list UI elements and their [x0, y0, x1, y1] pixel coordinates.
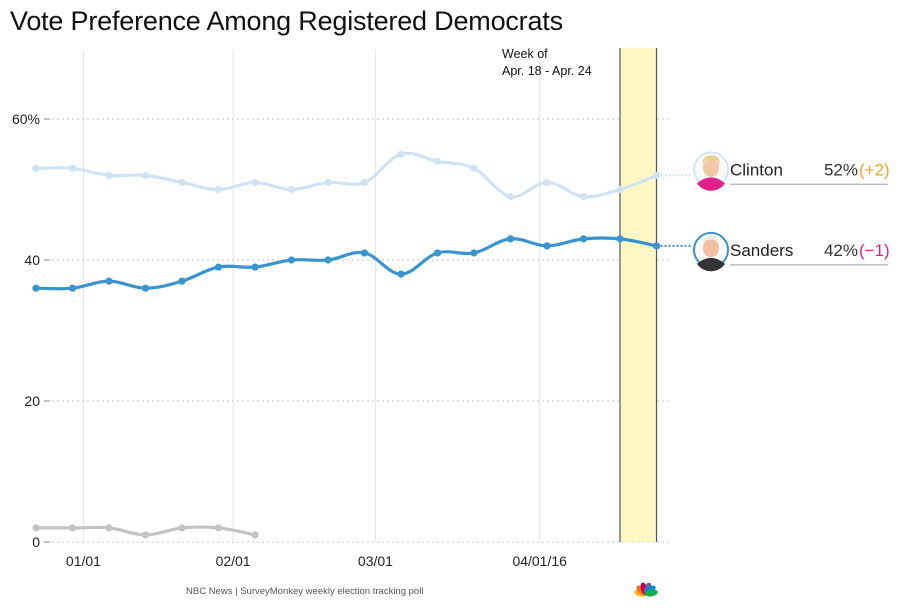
data-point — [506, 235, 515, 243]
x-tick-label: 01/01 — [66, 553, 101, 569]
data-point — [32, 284, 40, 292]
data-point — [543, 242, 551, 250]
legend-name: Sanders — [730, 241, 793, 260]
legend-value: 52% — [824, 160, 858, 179]
chart-title: Vote Preference Among Registered Democra… — [10, 6, 563, 36]
legend: Clinton 52% (+2) Sanders 42% (−1) — [656, 151, 890, 272]
data-point — [397, 270, 405, 278]
data-point — [68, 524, 77, 532]
data-point — [397, 150, 405, 158]
series-line-sanders — [34, 236, 659, 291]
data-point — [251, 531, 259, 539]
legend-change: (−1) — [859, 241, 890, 260]
highlight-label-line1: Week of — [502, 47, 548, 61]
data-point — [105, 524, 113, 532]
data-point — [105, 277, 113, 285]
avatar-hair — [702, 155, 720, 166]
data-point — [32, 164, 40, 172]
legend-value: 42% — [824, 241, 858, 260]
x-tick-label: 02/01 — [216, 553, 251, 569]
data-point — [251, 263, 259, 271]
data-point — [579, 192, 588, 201]
x-tick-label: 03/01 — [358, 553, 393, 569]
series-clinton — [32, 150, 661, 201]
y-tick-label: 20 — [24, 393, 40, 409]
data-point — [68, 284, 77, 292]
series-layer — [32, 150, 661, 539]
source-note: NBC News | SurveyMonkey weekly election … — [186, 586, 423, 597]
avatar-face — [703, 157, 719, 177]
vertical-gridlines — [82, 50, 541, 542]
data-point — [214, 524, 223, 532]
y-axis: 0 20 40 60% — [12, 111, 50, 550]
data-point — [141, 531, 150, 539]
data-point — [433, 157, 442, 165]
highlight-week-band — [620, 48, 657, 542]
highlight-label-line2: Apr. 18 - Apr. 24 — [502, 64, 592, 78]
data-point — [360, 249, 369, 257]
series-sanders — [32, 235, 661, 292]
avatar-face — [703, 238, 719, 258]
data-point — [543, 178, 551, 187]
data-point — [105, 171, 113, 179]
data-point — [360, 178, 369, 187]
data-point — [32, 524, 40, 532]
data-point — [68, 164, 77, 172]
x-tick-label: 04/01/16 — [512, 553, 567, 569]
data-point — [251, 178, 259, 187]
legend-change: (+2) — [859, 160, 890, 179]
data-point — [616, 235, 624, 243]
data-point — [287, 256, 296, 264]
data-point — [178, 178, 186, 187]
legend-item-clinton: Clinton 52% (+2) — [656, 151, 890, 191]
data-point — [470, 249, 478, 257]
data-point — [616, 185, 624, 194]
data-point — [324, 178, 332, 187]
y-tick-label: 0 — [32, 534, 40, 550]
y-tick-label: 60% — [12, 111, 40, 127]
legend-name: Clinton — [730, 160, 783, 179]
sanders-avatar — [693, 231, 729, 272]
data-point — [506, 192, 515, 201]
legend-item-sanders: Sanders 42% (−1) — [656, 231, 890, 272]
avatar-clothing — [697, 257, 725, 272]
clinton-avatar — [693, 151, 729, 191]
data-point — [433, 249, 442, 257]
series-other — [32, 524, 259, 539]
data-point — [178, 524, 186, 532]
nbc-peacock-icon — [634, 582, 658, 597]
avatar-hair — [702, 235, 720, 246]
series-line-clinton — [34, 151, 659, 199]
data-point — [214, 263, 223, 271]
data-point — [178, 277, 186, 285]
x-axis: 01/01 02/01 03/01 04/01/16 — [66, 553, 567, 569]
data-point — [141, 171, 150, 179]
avatar-clothing — [697, 177, 725, 191]
y-tick-label: 40 — [24, 252, 40, 268]
data-point — [324, 256, 332, 264]
data-point — [579, 235, 588, 243]
data-point — [470, 164, 478, 172]
data-point — [287, 185, 296, 194]
peacock-feather — [645, 589, 658, 597]
data-point — [214, 185, 223, 194]
data-point — [141, 284, 150, 292]
